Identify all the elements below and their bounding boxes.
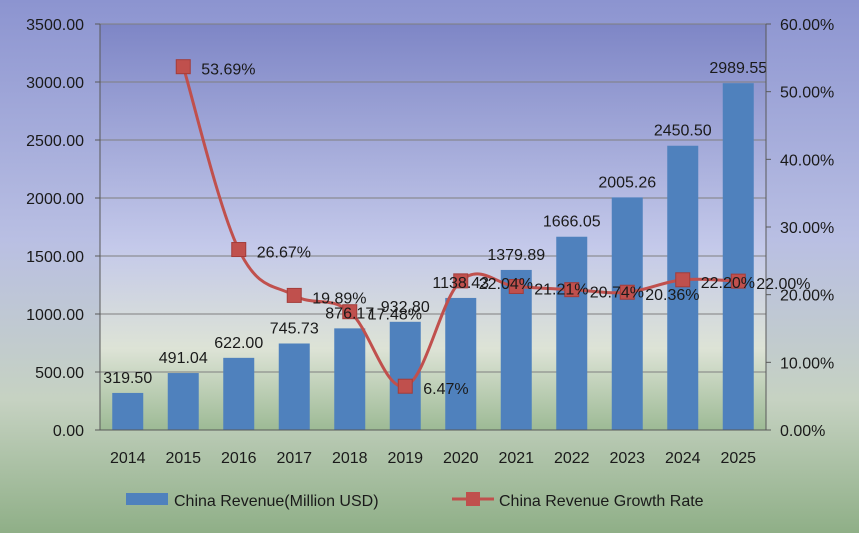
plot-area: [100, 24, 766, 430]
y-left-tick-label: 2000.00: [26, 191, 84, 208]
legend-marker-growth: [466, 492, 480, 506]
x-tick-label: 2015: [165, 450, 201, 467]
y-right-tick-label: 40.00%: [780, 152, 834, 169]
bar-value-label: 745.73: [270, 320, 319, 337]
y-right-tick-label: 20.00%: [780, 288, 834, 305]
y-right-tick-label: 60.00%: [780, 17, 834, 34]
legend-label-revenue: China Revenue(Million USD): [174, 493, 379, 510]
bar-value-label: 876.17: [325, 305, 374, 322]
y-left-tick-label: 500.00: [35, 365, 84, 382]
growth-marker: [342, 304, 358, 320]
growth-value-label: 53.69%: [201, 62, 255, 79]
growth-marker: [619, 284, 635, 300]
growth-value-label: 22.00%: [756, 276, 810, 293]
growth-marker: [730, 273, 746, 289]
growth-value-label: 21.21%: [534, 281, 588, 298]
legend-label-growth: China Revenue Growth Rate: [499, 493, 704, 510]
bar: [112, 392, 144, 430]
bar-value-label: 1379.89: [487, 247, 545, 264]
bar: [167, 373, 199, 430]
bar-value-label: 622.00: [214, 335, 263, 352]
x-tick-label: 2020: [443, 450, 479, 467]
bar-value-label: 491.04: [159, 350, 208, 367]
bar: [611, 197, 643, 430]
x-tick-label: 2022: [554, 450, 590, 467]
x-tick-label: 2024: [665, 450, 701, 467]
bar-value-label: 1666.05: [543, 214, 601, 231]
legend-swatch-revenue: [126, 493, 168, 505]
growth-marker: [175, 59, 191, 75]
growth-marker: [286, 287, 302, 303]
bar-value-label: 2005.26: [598, 174, 656, 191]
growth-marker: [675, 272, 691, 288]
growth-marker: [508, 278, 524, 294]
y-left-tick-label: 2500.00: [26, 133, 84, 150]
x-tick-label: 2025: [720, 450, 756, 467]
bar: [445, 297, 477, 430]
growth-value-label: 26.67%: [257, 245, 311, 262]
bar-value-label: 932.80: [381, 299, 430, 316]
growth-marker: [397, 378, 413, 394]
bar-value-label: 1138.43: [432, 275, 489, 292]
y-right-tick-label: 10.00%: [780, 355, 834, 372]
growth-value-label: 20.74%: [590, 285, 644, 302]
bar: [223, 357, 255, 430]
y-right-tick-label: 0.00%: [780, 423, 825, 440]
growth-marker: [453, 273, 469, 289]
y-left-tick-label: 3000.00: [26, 75, 84, 92]
bar-value-label: 2989.55: [709, 60, 767, 77]
bar: [278, 343, 310, 430]
growth-value-label: 20.36%: [645, 287, 699, 304]
growth-value-label: 6.47%: [423, 381, 468, 398]
growth-value-label: 22.04%: [479, 276, 533, 293]
x-tick-label: 2021: [498, 450, 534, 467]
bar-value-label: 319.50: [103, 370, 152, 387]
y-left-tick-label: 3500.00: [26, 17, 84, 34]
bar: [556, 236, 588, 430]
growth-marker: [564, 282, 580, 298]
x-tick-label: 2019: [387, 450, 423, 467]
y-left-tick-label: 1500.00: [26, 249, 84, 266]
growth-value-label: 17.48%: [368, 307, 422, 324]
x-tick-label: 2023: [609, 450, 645, 467]
x-tick-label: 2018: [332, 450, 368, 467]
y-left-tick-label: 0.00: [53, 423, 84, 440]
y-right-tick-label: 30.00%: [780, 220, 834, 237]
bar: [722, 83, 754, 431]
growth-marker: [231, 242, 247, 258]
bar-value-label: 2450.50: [654, 123, 712, 140]
y-left-tick-label: 1000.00: [26, 307, 84, 324]
x-tick-label: 2017: [276, 450, 312, 467]
bar: [334, 328, 366, 430]
growth-value-label: 22.20%: [701, 275, 755, 292]
x-tick-label: 2016: [221, 450, 257, 467]
bar: [667, 145, 699, 430]
growth-value-label: 19.89%: [312, 290, 366, 307]
bar: [500, 269, 532, 430]
y-right-tick-label: 50.00%: [780, 85, 834, 102]
x-tick-label: 2014: [110, 450, 146, 467]
